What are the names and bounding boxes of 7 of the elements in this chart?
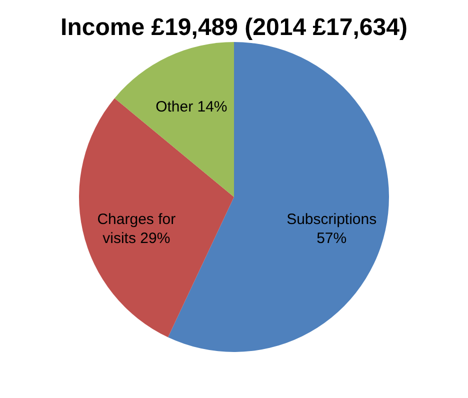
slice-label: Charges for visits 29% bbox=[97, 210, 176, 247]
slice-label: Other 14% bbox=[156, 98, 228, 116]
data-label: 57% bbox=[316, 230, 347, 247]
pie-slice bbox=[79, 98, 234, 338]
chart-title: Income £19,489 (2014 £17,634) bbox=[60, 14, 408, 41]
slice-label: Subscriptions bbox=[286, 210, 377, 228]
pie-slice bbox=[114, 42, 234, 197]
